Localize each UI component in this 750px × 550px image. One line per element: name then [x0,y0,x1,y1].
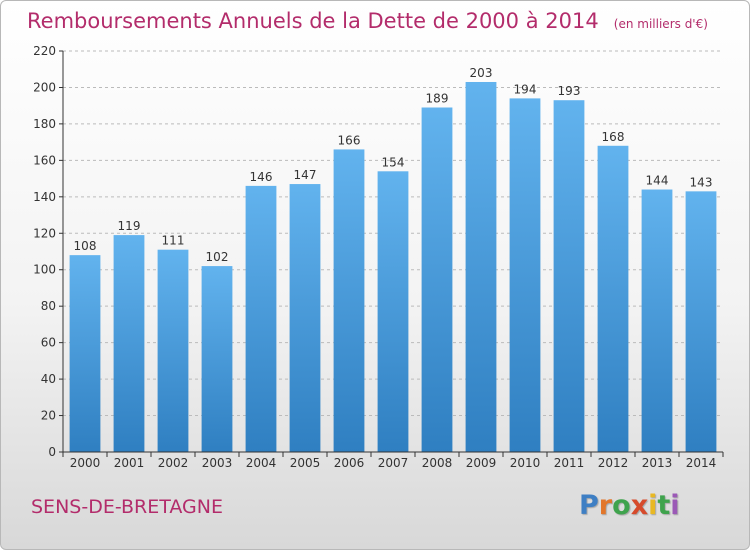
logo-letter: t [657,490,671,521]
chart-subtitle: (en milliers d'€) [613,17,708,31]
x-tick-label: 2013 [642,456,673,470]
y-tick-label: 0 [48,445,56,459]
y-tick-label: 200 [33,80,56,94]
value-label: 166 [338,133,361,147]
value-label: 119 [118,219,141,233]
bar-2006 [333,149,365,452]
bar-2010 [509,98,541,453]
x-tick-label: 2007 [378,456,409,470]
logo-letter: x [630,490,649,521]
y-tick-label: 100 [33,263,56,277]
logo-letter: i [648,490,658,521]
y-tick-label: 120 [33,226,56,240]
chart-title: Remboursements Annuels de la Dette de 20… [27,9,599,33]
y-tick-label: 140 [33,190,56,204]
value-label: 144 [646,174,669,188]
value-label: 168 [602,130,625,144]
y-tick-label: 40 [41,372,56,386]
bar-2000 [69,255,101,452]
bar-2014 [685,191,717,452]
value-label: 193 [558,84,581,98]
x-tick-label: 2004 [246,456,277,470]
logo-letter: o [612,490,631,521]
x-tick-label: 2010 [510,456,541,470]
commune-name: SENS-DE-BRETAGNE [31,496,223,518]
bars [69,81,717,453]
bar-2009 [465,81,497,453]
bar-2005 [289,184,321,453]
value-label: 143 [690,175,713,189]
bar-2011 [553,100,585,453]
x-tick-label: 2008 [422,456,453,470]
x-tick-label: 2002 [158,456,189,470]
value-label: 146 [250,170,273,184]
y-tick-label: 80 [41,299,56,313]
y-tick-label: 160 [33,153,56,167]
x-tick-label: 2003 [202,456,233,470]
x-tick-label: 2009 [466,456,497,470]
y-tick-label: 180 [33,117,56,131]
x-tick-label: 2001 [114,456,145,470]
y-tick-label: 20 [41,409,56,423]
value-label: 102 [206,250,229,264]
value-label: 189 [426,92,449,106]
bar-2001 [113,235,145,452]
value-label: 203 [470,66,493,80]
bar-2004 [245,185,277,452]
x-tick-label: 2005 [290,456,321,470]
value-label: 108 [74,239,97,253]
chart-title-line: Remboursements Annuels de la Dette de 20… [27,9,708,33]
proxiti-logo: Proxiti [579,490,680,521]
x-tick-label: 2011 [554,456,585,470]
y-tick-label: 220 [33,44,56,58]
x-tick-label: 2014 [686,456,717,470]
bar-2007 [377,171,409,453]
x-tick-label: 2012 [598,456,629,470]
logo-letter: i [670,490,680,521]
value-label: 194 [514,82,537,96]
value-label: 147 [294,168,317,182]
logo-letter: P [579,490,599,521]
bar-2008 [421,107,453,452]
bar-2002 [157,249,189,452]
axes: 0 20 40 60 80 100 120 140 160 180 200 220 [33,44,724,459]
y-tick-label: 60 [41,336,56,350]
bar-2013 [641,189,673,452]
value-label: 111 [162,234,185,248]
labels: 108 2000 119 2001 111 2002 102 2003 146 2004 147 20… [70,66,717,470]
x-tick-label: 2000 [70,456,101,470]
bar-2003 [201,266,233,452]
x-tick-label: 2006 [334,456,365,470]
bar-2012 [597,145,629,453]
logo-letter: r [598,490,613,521]
value-label: 154 [382,155,405,169]
